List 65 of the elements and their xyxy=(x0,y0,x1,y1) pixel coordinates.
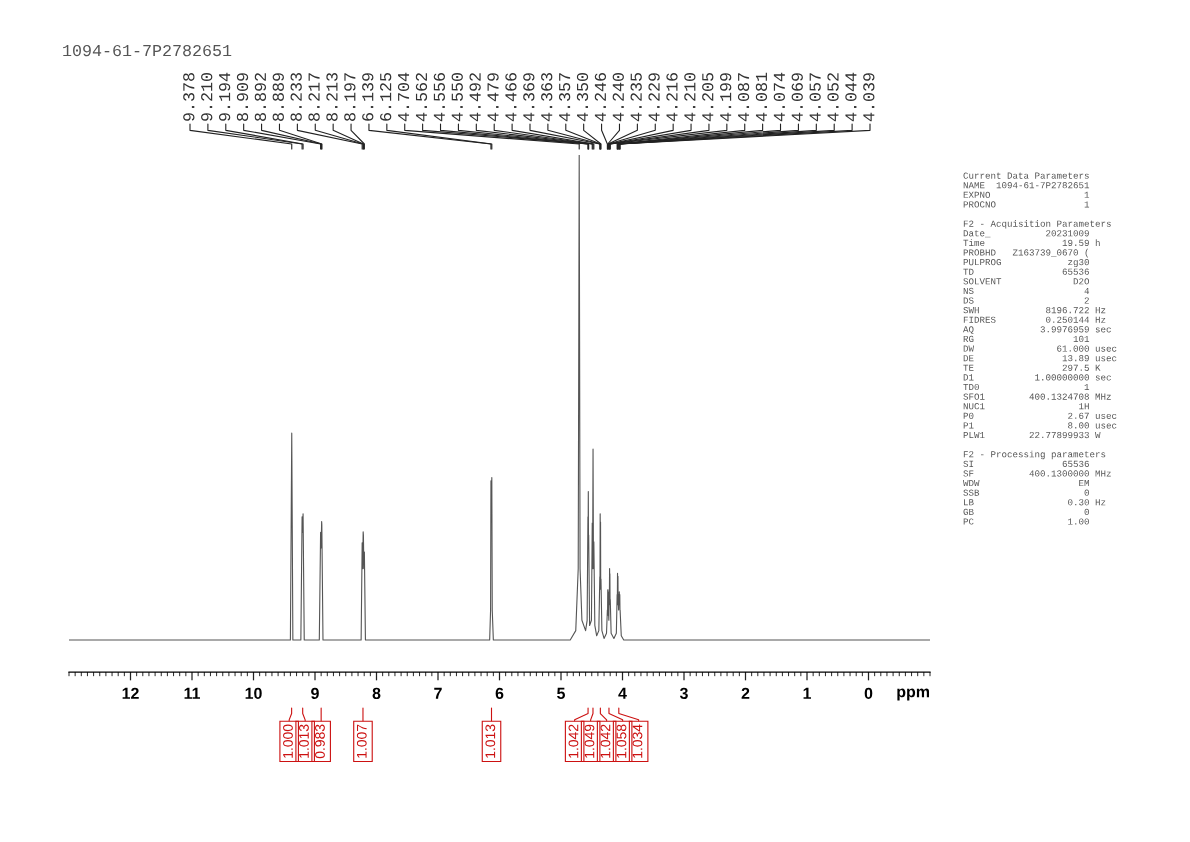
annotation: 6.125 xyxy=(380,73,392,121)
annotation: 1.000 xyxy=(283,724,293,758)
annotation: 1.007 xyxy=(356,724,367,758)
x-tick-label: 7 xyxy=(434,687,442,699)
annotation: 9.194 xyxy=(218,72,231,121)
annotation: 4.087 xyxy=(737,73,750,122)
annotation: 8.889 xyxy=(272,73,284,121)
annotation: 8.909 xyxy=(236,73,249,121)
annotation: 8.197 xyxy=(344,73,356,121)
x-tick-label: 8 xyxy=(372,687,381,700)
x-tick-label: 4 xyxy=(618,687,627,699)
annotation: 8.233 xyxy=(290,73,302,121)
annotation: 1.058 xyxy=(616,724,627,758)
annotation: 4.210 xyxy=(684,73,696,122)
annotation: 4.205 xyxy=(702,73,714,122)
annotation: 1.049 xyxy=(584,724,595,758)
x-tick-label: 1 xyxy=(803,687,811,699)
annotation: 4.550 xyxy=(451,73,463,122)
x-tick-label: 10 xyxy=(245,687,262,700)
annotation: 1.042 xyxy=(600,724,611,758)
text: Current Data Parameters NAME 1094-61-7P2782651 EXPNO 1 PROCNO 1 F2 - Acquisition Parameters Date_ 20231009 Time 19.59 h PROBHD Z163739_0670 ( PULPROG zg30 TD 65536 SOLVENT D2O NS 4 DS 2 SWH 8196.722 Hz FIDRES 0.250144 Hz AQ 3.9976959 sec RG 101 DW 61.000 usec DE 13.89 usec TE 297.5 K D1 1.00000000 sec TD0 1 SFO1 400.1324708 MHz NUC1 1H P0 2.67 usec P1 8.00 usec PLW1 22.77899933 W F2 - Processing parameters SI 65536 SF 400.1300000 MHz WDW EM SSB 0 LB 0.30 Hz GB 0 PC 1.00 xyxy=(963,172,1117,525)
annotation: 8.892 xyxy=(254,73,267,121)
annotation: 4.350 xyxy=(576,73,589,122)
x-axis-title: ppm xyxy=(897,688,930,701)
x-tick-label: 2 xyxy=(741,687,750,699)
annotation: 4.044 xyxy=(845,72,857,122)
annotation: 4.466 xyxy=(505,73,517,122)
annotation: 1.013 xyxy=(485,724,496,758)
annotation: 6.139 xyxy=(362,73,374,121)
x-tick-label: 9 xyxy=(311,687,319,700)
chart-title: 1094-61-7P2782651 xyxy=(63,44,232,57)
annotation: 0.983 xyxy=(315,724,325,759)
annotation: 4.492 xyxy=(469,73,481,122)
annotation: 4.479 xyxy=(487,73,499,122)
annotation: 1.034 xyxy=(632,724,643,758)
annotation: 4.562 xyxy=(415,73,428,122)
annotation: 4.199 xyxy=(720,73,732,122)
annotation: 4.556 xyxy=(433,73,445,122)
annotation: 4.074 xyxy=(773,72,785,122)
annotation: 4.235 xyxy=(630,73,642,122)
annotation: 4.363 xyxy=(541,73,553,122)
annotation: 8.217 xyxy=(308,73,320,121)
annotation: 1.013 xyxy=(299,724,309,758)
annotation: 4.039 xyxy=(863,73,875,122)
annotation: 4.057 xyxy=(809,73,821,122)
annotation: 4.357 xyxy=(558,73,571,122)
annotation: 4.216 xyxy=(666,73,678,122)
x-tick-label: 5 xyxy=(557,687,565,700)
annotation: 9.210 xyxy=(201,73,213,121)
annotation: 4.704 xyxy=(397,72,410,122)
x-tick-label: 3 xyxy=(679,687,688,700)
annotation: 4.246 xyxy=(594,73,607,122)
annotation: 4.369 xyxy=(523,73,535,122)
annotation: 1.042 xyxy=(568,724,579,758)
x-tick-label: 6 xyxy=(495,687,504,700)
x-tick-label: 12 xyxy=(122,687,139,699)
annotation: 4.069 xyxy=(791,73,803,122)
annotation: 9.378 xyxy=(183,73,195,121)
x-tick-label: 0 xyxy=(864,687,873,700)
annotation: 4.052 xyxy=(827,73,839,122)
annotation: 4.240 xyxy=(612,73,624,122)
annotation: 8.213 xyxy=(326,73,338,121)
annotation: 4.081 xyxy=(755,72,768,122)
annotation: 4.229 xyxy=(648,73,660,122)
x-tick-label: 11 xyxy=(184,687,200,699)
